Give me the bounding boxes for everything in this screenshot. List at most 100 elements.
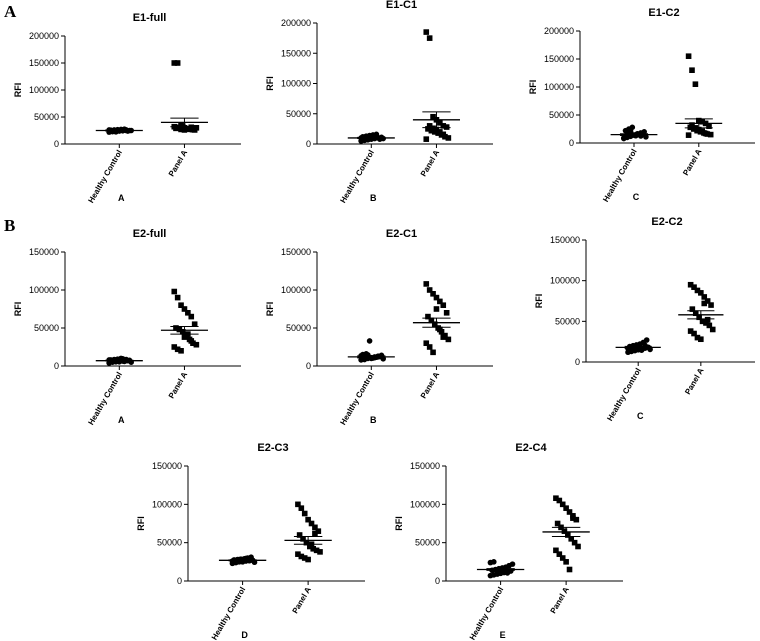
y-tick-label: 0 bbox=[306, 361, 311, 371]
y-tick-label: 100000 bbox=[281, 285, 311, 295]
chart-sublabel: B bbox=[370, 415, 377, 425]
data-point-square bbox=[179, 329, 186, 335]
data-point-square bbox=[312, 524, 318, 531]
data-point-square bbox=[566, 509, 573, 515]
x-tick-label: Panel A bbox=[419, 148, 441, 178]
data-point-square bbox=[445, 135, 452, 141]
data-point-square bbox=[553, 547, 559, 554]
data-point-square bbox=[423, 29, 430, 35]
x-tick-label: Panel A bbox=[167, 370, 189, 400]
data-point-square bbox=[430, 349, 436, 356]
data-point-square bbox=[426, 344, 433, 350]
y-tick-label: 0 bbox=[306, 139, 311, 149]
data-point-square bbox=[696, 314, 702, 321]
chart-title: E2-C2 bbox=[651, 216, 682, 228]
data-point-square bbox=[556, 551, 563, 557]
data-point-square bbox=[178, 348, 184, 354]
data-point-square bbox=[305, 516, 311, 523]
data-point-square bbox=[425, 126, 431, 132]
data-point-square bbox=[433, 294, 440, 301]
x-tick-label: Panel A bbox=[291, 585, 313, 615]
chart-e1-c2: E1-C2050000100000150000200000RFIHealthy … bbox=[528, 7, 755, 204]
data-point-square bbox=[443, 124, 450, 130]
y-tick-label: 50000 bbox=[34, 112, 59, 122]
y-axis-label: RFI bbox=[265, 76, 275, 91]
chart-e1-full: E1-full050000100000150000200000RFIHealth… bbox=[13, 12, 241, 205]
data-point-square bbox=[193, 341, 200, 348]
panel-letter-b: B bbox=[4, 216, 16, 235]
data-point-square bbox=[701, 300, 708, 307]
y-tick-label: 100000 bbox=[281, 79, 311, 89]
data-point-square bbox=[694, 334, 701, 341]
data-point-square bbox=[301, 555, 308, 561]
data-point-square bbox=[431, 321, 438, 327]
data-point-square bbox=[437, 298, 443, 305]
data-point-square bbox=[440, 131, 447, 138]
y-tick-label: 150000 bbox=[410, 461, 440, 471]
x-tick-label: Panel A bbox=[683, 366, 705, 396]
y-tick-label: 150000 bbox=[152, 461, 182, 471]
y-axis-label: RFI bbox=[136, 516, 146, 531]
data-point-square bbox=[298, 553, 305, 560]
y-tick-label: 150000 bbox=[29, 58, 59, 68]
data-point-square bbox=[173, 325, 179, 331]
data-point-square bbox=[687, 328, 694, 334]
chart-sublabel: D bbox=[241, 630, 248, 640]
data-point-square bbox=[702, 130, 709, 137]
y-tick-label: 150000 bbox=[29, 247, 59, 257]
data-point-square bbox=[423, 136, 430, 142]
data-point-square bbox=[691, 284, 697, 290]
data-point-square bbox=[174, 60, 181, 66]
panel-letter-a: A bbox=[4, 2, 17, 21]
data-point-square bbox=[295, 551, 301, 557]
data-point-square bbox=[704, 316, 711, 323]
chart-title: E2-C3 bbox=[257, 442, 288, 454]
data-point-square bbox=[692, 310, 699, 316]
y-tick-label: 50000 bbox=[286, 323, 311, 333]
data-point-square bbox=[707, 131, 714, 138]
data-point-square bbox=[556, 497, 563, 504]
data-point-square bbox=[188, 313, 195, 320]
data-point-circle bbox=[621, 135, 627, 141]
y-tick-label: 0 bbox=[177, 576, 182, 586]
y-tick-label: 150000 bbox=[281, 247, 311, 257]
x-tick-label: Panel A bbox=[681, 147, 703, 177]
data-point-square bbox=[300, 536, 306, 542]
y-tick-label: 100000 bbox=[152, 499, 182, 509]
data-point-circle bbox=[509, 561, 516, 567]
data-point-square bbox=[685, 53, 692, 59]
data-point-square bbox=[443, 310, 450, 316]
data-point-square bbox=[305, 556, 311, 563]
data-point-square bbox=[426, 287, 433, 293]
data-point-square bbox=[440, 302, 447, 308]
data-point-square bbox=[433, 306, 440, 312]
data-point-square bbox=[699, 128, 705, 135]
data-point-square bbox=[174, 346, 181, 353]
y-tick-label: 50000 bbox=[415, 538, 440, 548]
data-point-square bbox=[423, 340, 430, 346]
data-point-square bbox=[428, 317, 435, 324]
y-tick-label: 200000 bbox=[281, 18, 311, 28]
chart-sublabel: E bbox=[500, 630, 506, 640]
data-point-square bbox=[171, 60, 178, 66]
chart-title: E1-full bbox=[133, 12, 167, 24]
data-point-square bbox=[568, 536, 575, 542]
data-point-square bbox=[174, 294, 181, 301]
data-point-square bbox=[185, 125, 191, 132]
data-point-square bbox=[698, 336, 704, 343]
data-point-square bbox=[191, 321, 198, 327]
data-point-square bbox=[692, 81, 699, 87]
data-point-square bbox=[313, 547, 320, 554]
data-point-square bbox=[176, 326, 183, 333]
y-tick-label: 0 bbox=[435, 576, 440, 586]
data-point-square bbox=[437, 326, 443, 333]
chart-title: E1-C1 bbox=[386, 0, 417, 11]
y-tick-label: 50000 bbox=[549, 110, 574, 120]
y-tick-label: 50000 bbox=[34, 323, 59, 333]
chart-sublabel: A bbox=[118, 415, 125, 425]
y-tick-label: 200000 bbox=[544, 26, 574, 36]
